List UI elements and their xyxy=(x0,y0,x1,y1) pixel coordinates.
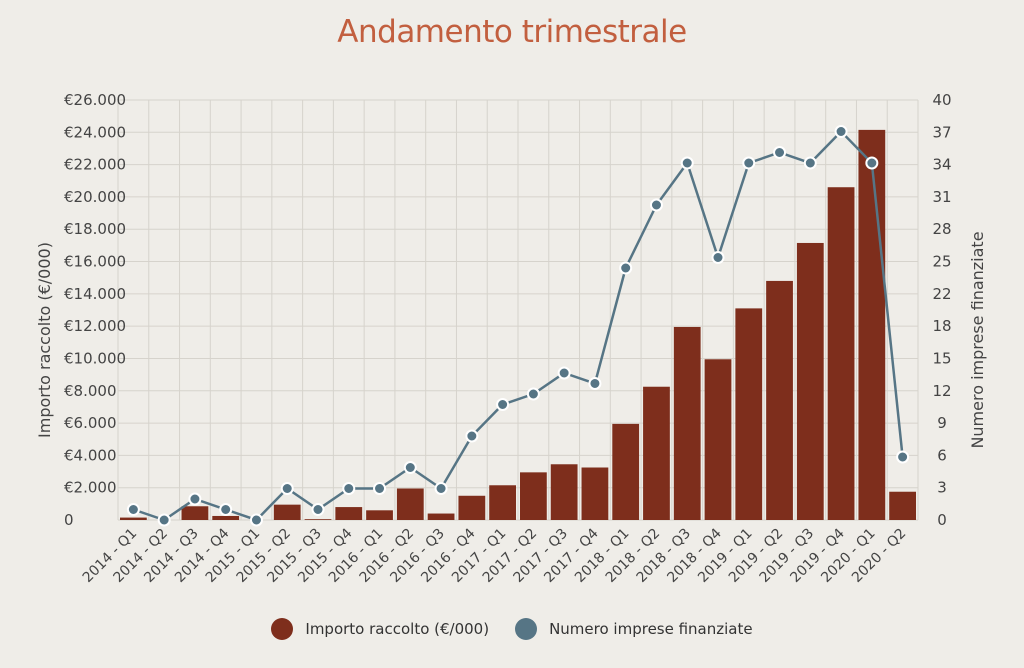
line-point xyxy=(619,261,633,275)
bar xyxy=(273,504,301,520)
line-point xyxy=(526,387,540,401)
chart-title: Andamento trimestrale xyxy=(337,14,687,50)
line-point xyxy=(680,156,694,170)
line-point xyxy=(249,513,263,527)
bar xyxy=(520,472,547,520)
y-tick-label: €20.000 xyxy=(64,188,126,206)
legend-label-companies: Numero imprese finanziate xyxy=(549,620,753,638)
bar xyxy=(396,488,424,520)
y2-tick-label: 37 xyxy=(932,123,951,141)
bar xyxy=(704,359,732,520)
line-point xyxy=(711,251,725,264)
legend-entry-companies[interactable]: Numero imprese finanziate xyxy=(515,618,753,640)
bar xyxy=(673,326,701,520)
y2-tick-label: 15 xyxy=(932,349,951,367)
line-series xyxy=(126,125,910,527)
line-point xyxy=(742,156,756,170)
line-point xyxy=(126,503,140,516)
y-axis-title: Importo raccolto (€/000) xyxy=(35,242,54,438)
chart-plot: 0 €2.000 €4.000 €6.000 €8.000 €10.000 €12.000 €… xyxy=(35,91,987,586)
bar-series xyxy=(120,129,916,520)
legend-label-amount: Importo raccolto (€/000) xyxy=(305,620,490,638)
y2-tick-label: 22 xyxy=(932,285,951,303)
y2-tick-label: 3 xyxy=(937,479,947,497)
bar xyxy=(858,129,886,520)
line-point xyxy=(649,198,663,212)
y-tick-label: €2.000 xyxy=(64,479,117,497)
line-point xyxy=(803,156,817,170)
bar xyxy=(335,507,363,520)
bar xyxy=(458,495,486,520)
y2-axis-title: Numero imprese finanziate xyxy=(968,231,987,448)
bar xyxy=(643,386,670,520)
y2-tick-label: 18 xyxy=(932,317,951,335)
y-tick-label: €12.000 xyxy=(64,317,126,335)
bar xyxy=(612,423,640,520)
y-axis-right: 0 3 6 9 12 15 18 22 25 28 31 34 37 40 xyxy=(932,91,951,529)
bar xyxy=(766,280,793,520)
y-tick-label: €26.000 xyxy=(64,91,126,109)
line-point xyxy=(311,503,325,516)
bar xyxy=(827,187,855,520)
y-tick-label: €22.000 xyxy=(64,156,126,174)
bar xyxy=(427,513,455,520)
line-point xyxy=(188,492,202,506)
line-point xyxy=(434,482,448,495)
line-point xyxy=(773,146,787,159)
line-point xyxy=(342,482,356,495)
y-tick-label: €4.000 xyxy=(64,446,117,464)
y2-tick-label: 0 xyxy=(937,511,947,529)
y-tick-label: €10.000 xyxy=(64,349,126,367)
line-point xyxy=(496,398,510,411)
gridlines xyxy=(117,99,919,521)
line-point xyxy=(157,513,171,527)
bar xyxy=(304,519,332,520)
line-point xyxy=(896,450,910,464)
bar xyxy=(181,506,209,520)
bar xyxy=(581,467,609,520)
y-axis-left: 0 €2.000 €4.000 €6.000 €8.000 €10.000 €12.000 €… xyxy=(64,91,126,529)
line-point xyxy=(219,503,233,516)
y2-tick-label: 40 xyxy=(932,91,951,109)
y2-tick-label: 28 xyxy=(932,220,951,238)
line-point xyxy=(834,125,848,138)
bar xyxy=(735,308,763,520)
legend: Importo raccolto (€/000) Numero imprese … xyxy=(0,618,1024,640)
y2-tick-label: 12 xyxy=(932,382,951,400)
line-point xyxy=(588,377,602,390)
y2-tick-label: 25 xyxy=(932,253,951,271)
bar xyxy=(489,485,516,520)
line-point xyxy=(465,429,479,443)
y2-tick-label: 9 xyxy=(937,414,947,432)
y-tick-label: €16.000 xyxy=(64,253,126,271)
bar xyxy=(550,464,578,520)
line-point xyxy=(280,482,294,495)
bar xyxy=(120,517,147,520)
y-tick-label: €6.000 xyxy=(64,414,117,432)
line-point xyxy=(865,156,879,170)
bar xyxy=(889,491,916,520)
y-tick-label: 0 xyxy=(64,511,74,529)
y-tick-label: €14.000 xyxy=(64,285,126,303)
y-tick-label: €24.000 xyxy=(64,123,126,141)
y-tick-label: €18.000 xyxy=(64,220,126,238)
y2-tick-label: 31 xyxy=(932,188,951,206)
bar xyxy=(212,515,240,520)
y2-tick-label: 6 xyxy=(937,446,947,464)
y-tick-label: €8.000 xyxy=(64,382,117,400)
legend-swatch-amount xyxy=(271,618,294,640)
legend-entry-amount[interactable]: Importo raccolto (€/000) xyxy=(271,618,489,640)
bar xyxy=(796,242,824,520)
line-point xyxy=(403,461,417,474)
legend-swatch-companies xyxy=(515,618,538,640)
line-point xyxy=(373,482,387,495)
y2-tick-label: 34 xyxy=(932,156,951,174)
line-point xyxy=(557,366,571,380)
bar xyxy=(366,510,393,520)
